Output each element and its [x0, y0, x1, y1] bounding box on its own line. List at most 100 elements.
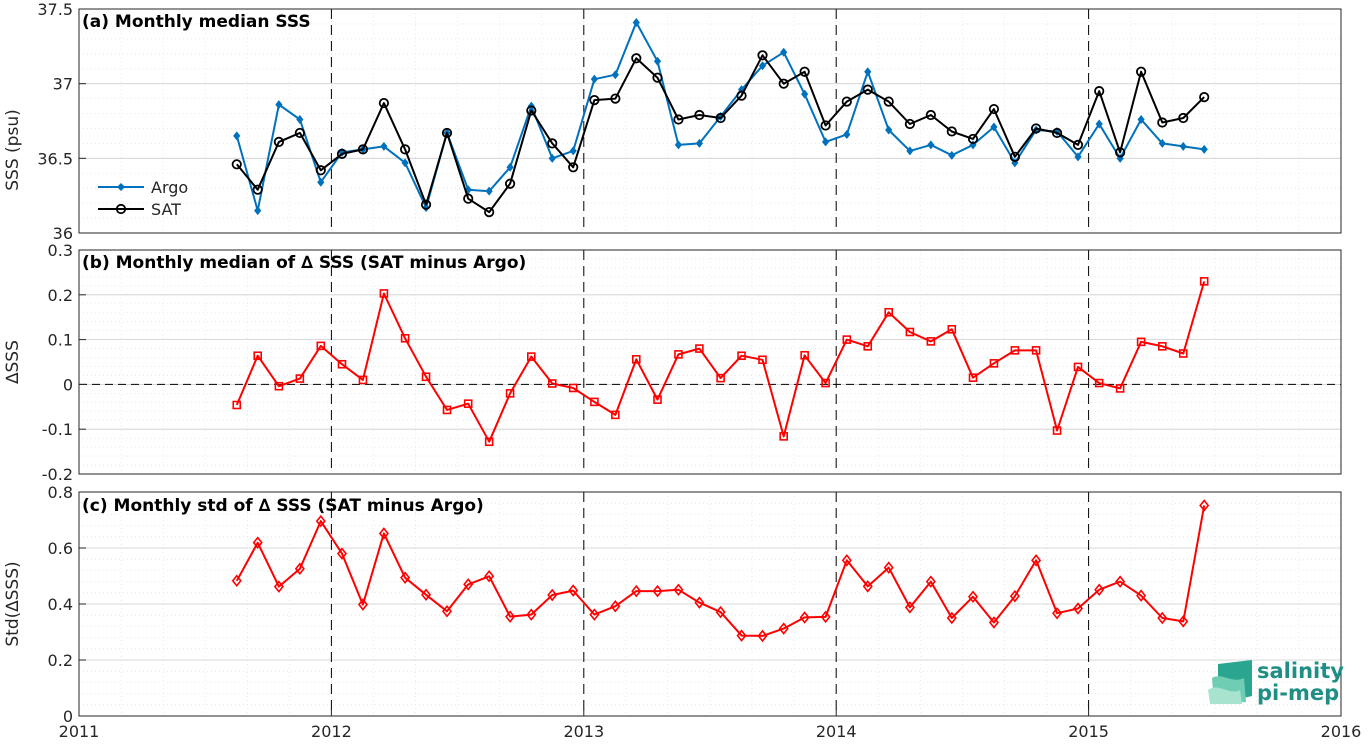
data-point-square — [1094, 378, 1104, 388]
data-point-diamond — [758, 61, 767, 71]
data-point-circle — [988, 103, 1000, 115]
data-point-square — [842, 335, 852, 344]
data-point-diamond — [1137, 115, 1145, 125]
panel-a-title: (a) Monthly median SSS — [82, 12, 311, 32]
data-point-diamond-open — [883, 561, 894, 574]
y-tick-label: -0.2 — [42, 465, 73, 484]
data-point-circle — [441, 127, 453, 139]
data-point-square — [800, 350, 809, 360]
data-point-circle — [967, 133, 979, 145]
panel-a: 36 36.5 37 37.5 SSS (psu) (a) Monthly media… — [3, 0, 1342, 243]
data-point-diamond-open — [378, 527, 389, 540]
data-point-circle — [946, 126, 957, 137]
data-point-square — [716, 373, 725, 383]
data-point-diamond-open — [715, 605, 726, 619]
data-point-circle — [526, 105, 537, 116]
data-point-circle — [294, 127, 305, 139]
data-point-diamond-open — [484, 569, 495, 583]
data-point-diamond — [843, 129, 851, 139]
series-line-delta — [235, 281, 1206, 443]
data-point-diamond — [906, 146, 914, 156]
data-point-diamond — [864, 67, 872, 77]
y-tick-label: 0.4 — [48, 595, 73, 614]
data-point-circle — [568, 162, 579, 173]
data-point-diamond-open — [231, 574, 242, 588]
data-point-diamond — [317, 177, 325, 187]
data-point-square — [926, 337, 936, 346]
data-point-square — [737, 351, 746, 361]
y-tick-label: 36 — [53, 224, 73, 243]
panel-c-y-label: Std(∆SSS) — [3, 561, 23, 646]
data-point-diamond-open — [862, 580, 873, 593]
x-tick-label: 2012 — [311, 722, 352, 741]
data-point-square — [1178, 349, 1188, 358]
data-point-square — [863, 342, 873, 351]
data-point-square — [884, 307, 893, 317]
data-point-circle — [231, 159, 242, 170]
data-point-diamond — [506, 162, 514, 172]
data-point-diamond — [1095, 119, 1103, 129]
data-point-diamond-open — [694, 596, 705, 609]
data-point-circle — [1115, 147, 1126, 158]
panel-a-grid — [78, 8, 1342, 234]
panel-b: -0.2 -0.1 0 0.1 0.2 0.3 ∆SSS (b) Monthly medi… — [3, 241, 1342, 484]
data-point-circle — [1072, 139, 1084, 150]
data-point-diamond — [990, 122, 998, 132]
data-point-diamond-open — [1031, 554, 1042, 567]
data-point-circle — [757, 50, 768, 61]
legend-sat-marker — [115, 203, 127, 215]
x-tick-label: 2016 — [1321, 722, 1362, 741]
data-point-diamond — [780, 47, 788, 57]
data-point-square — [1158, 342, 1167, 351]
data-point-diamond-open — [799, 611, 810, 624]
data-point-square — [337, 359, 347, 369]
x-tick-label: 2014 — [816, 722, 857, 741]
data-point-circle — [463, 193, 474, 204]
y-tick-label: -0.1 — [42, 420, 73, 439]
data-point-diamond — [695, 138, 703, 148]
wave-logo-icon — [1208, 660, 1252, 704]
data-point-diamond — [821, 137, 830, 147]
panel-c-grid — [78, 491, 1342, 717]
data-point-diamond-open — [1115, 575, 1126, 588]
data-point-diamond-open — [610, 599, 621, 613]
panel-c-plot — [231, 499, 1210, 643]
data-point-square — [989, 359, 999, 368]
data-point-diamond-open — [441, 604, 453, 618]
data-point-square — [1073, 362, 1083, 372]
data-point-circle — [883, 96, 894, 107]
data-point-diamond-open — [1094, 583, 1105, 597]
panel-b-plot — [232, 277, 1209, 447]
data-point-diamond-open — [357, 598, 368, 611]
data-point-diamond — [1200, 144, 1208, 154]
data-point-square — [547, 379, 557, 388]
data-point-square — [274, 381, 284, 391]
data-point-diamond-open — [1072, 602, 1084, 615]
data-point-circle — [778, 78, 789, 89]
y-tick-label: 0.2 — [48, 651, 73, 670]
data-point-diamond — [548, 153, 556, 163]
data-point-circle — [273, 136, 285, 148]
data-point-square — [442, 405, 452, 415]
data-point-square — [463, 399, 473, 408]
data-point-square — [779, 432, 789, 441]
data-point-circle — [1009, 151, 1020, 162]
data-point-diamond — [885, 125, 893, 135]
data-point-diamond — [422, 203, 430, 213]
data-point-diamond — [233, 131, 241, 141]
data-point-square — [968, 373, 978, 382]
data-point-diamond-open — [336, 547, 348, 560]
data-point-diamond-open — [526, 608, 537, 621]
data-point-diamond-open — [778, 622, 789, 635]
data-point-diamond — [801, 89, 809, 99]
data-point-diamond-open — [925, 575, 936, 588]
data-point-diamond — [569, 146, 577, 156]
data-point-circle — [378, 97, 389, 109]
data-point-circle — [736, 90, 747, 101]
data-point-diamond-open — [315, 514, 326, 528]
data-point-diamond — [632, 17, 640, 27]
panel-c-y-ticks: 0 0.2 0.4 0.6 0.8 — [48, 483, 86, 726]
panel-c: 0 0.2 0.4 0.6 0.8 2011 2012 2013 2014 2015 2016 S… — [3, 483, 1361, 741]
data-point-square — [821, 378, 830, 388]
data-point-diamond-open — [1178, 615, 1189, 628]
